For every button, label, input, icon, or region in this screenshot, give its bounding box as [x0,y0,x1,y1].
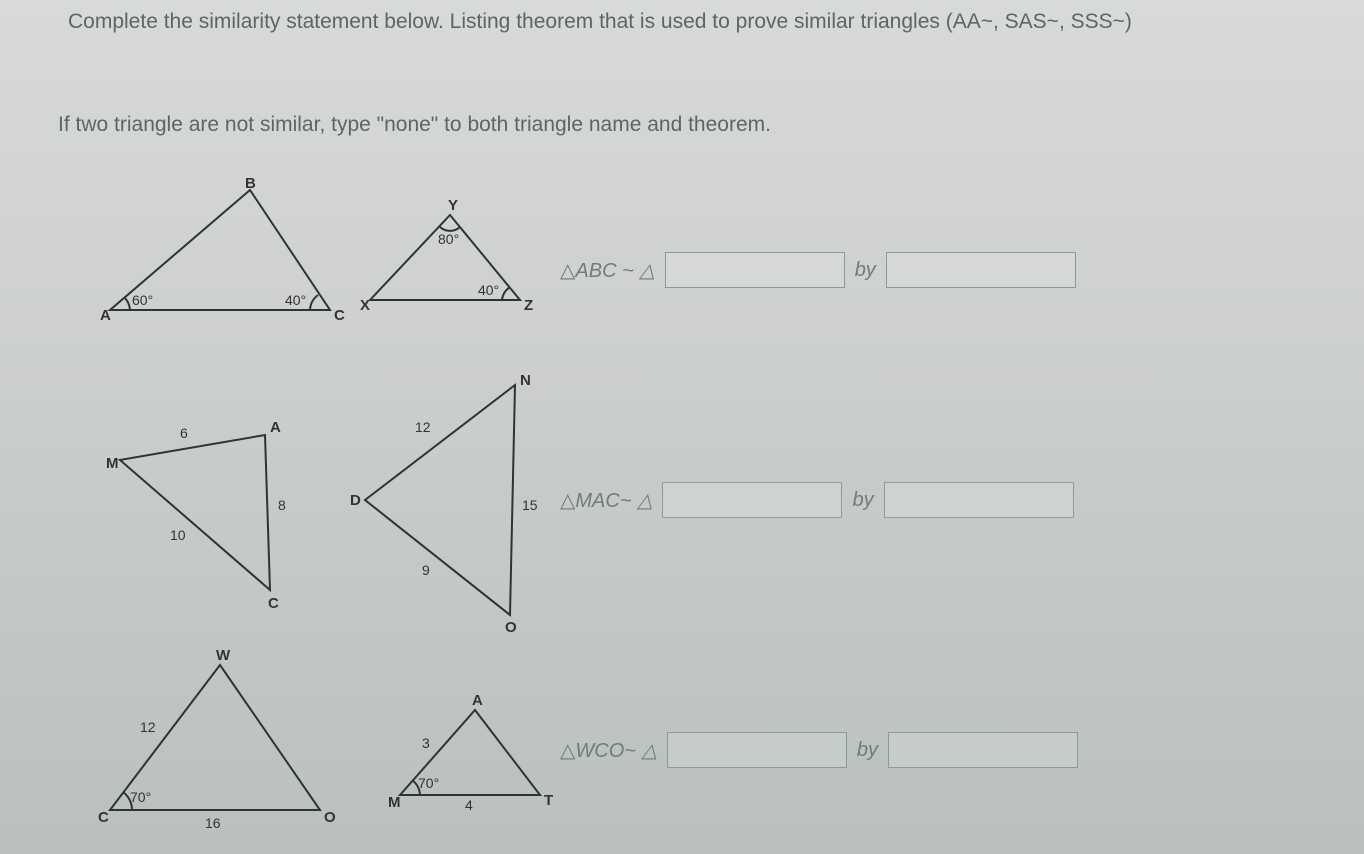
figure-area-2: M A C 6 8 10 D N O 12 9 15 [60,370,560,630]
theorem-input-2[interactable] [884,482,1074,518]
triangle-name-input-2[interactable] [662,482,842,518]
vertex-b: B [245,175,256,192]
angle-y: 80° [438,231,459,247]
side-co: 16 [205,815,221,831]
prompt-1: △ABC ~ △ [560,258,655,283]
vertex-c2: C [268,595,279,612]
side-no: 15 [522,497,538,513]
angle-a: 60° [132,292,153,308]
triangle-wco: C W O 12 16 70° [90,650,350,830]
side-dn: 12 [415,419,431,435]
by-label-1: by [855,259,876,282]
vertex-x: X [360,297,370,314]
vertex-a2: A [270,419,281,436]
triangle-amt: M A T 3 4 70° [380,690,560,810]
problem-row-2: M A C 6 8 10 D N O 12 9 15 △MAC~ △ by [60,370,1324,630]
vertex-t: T [544,792,553,809]
figure-area-3: C W O 12 16 70° M A T 3 4 70° [60,650,560,850]
problem-row-3: C W O 12 16 70° M A T 3 4 70° △WCO~ △ by [60,650,1324,850]
vertex-w: W [216,647,231,664]
vertex-o: O [505,619,517,636]
figure-area-1: A B C 60° 40° X Y Z 80° 40° [60,180,560,360]
prompt-3: △WCO~ △ [560,738,657,763]
triangle-mac: M A C 6 8 10 [100,410,320,610]
triangle-dno: D N O 12 9 15 [340,370,560,630]
prompt-2: △MAC~ △ [560,488,652,513]
theorem-input-3[interactable] [888,732,1078,768]
theorem-input-1[interactable] [886,252,1076,288]
angle-c: 40° [285,292,306,308]
side-am: 3 [422,735,430,751]
side-do: 9 [422,562,430,578]
side-ac: 8 [278,497,286,513]
side-mc: 10 [170,527,186,543]
instruction-line-2: If two triangle are not similar, type "n… [58,113,771,137]
vertex-y: Y [448,197,458,214]
by-label-2: by [852,489,873,512]
vertex-z: Z [524,297,533,314]
triangle-abc: A B C 60° 40° [100,180,340,330]
triangle-name-input-1[interactable] [665,252,845,288]
answer-area-1: △ABC ~ △ by [560,252,1324,288]
angle-c3: 70° [130,789,151,805]
triangle-xyz: X Y Z 80° 40° [360,200,540,310]
vertex-c3: C [98,809,109,826]
vertex-m: M [106,455,119,472]
vertex-c: C [334,307,345,324]
vertex-a3: A [472,692,483,709]
vertex-m2: M [388,794,401,811]
side-wc: 12 [140,719,156,735]
vertex-a: A [100,307,111,324]
answer-area-3: △WCO~ △ by [560,732,1324,768]
vertex-o2: O [324,809,336,826]
triangle-name-input-3[interactable] [667,732,847,768]
angle-m: 70° [418,775,439,791]
vertex-n: N [520,372,531,389]
problem-row-1: A B C 60° 40° X Y Z 80° 40° △ABC ~ △ by [60,180,1324,360]
instruction-line-1: Complete the similarity statement below.… [68,10,1132,34]
vertex-d: D [350,492,361,509]
side-ma: 6 [180,425,188,441]
by-label-3: by [857,739,878,762]
answer-area-2: △MAC~ △ by [560,482,1324,518]
angle-z: 40° [478,282,499,298]
side-mt: 4 [465,797,473,813]
